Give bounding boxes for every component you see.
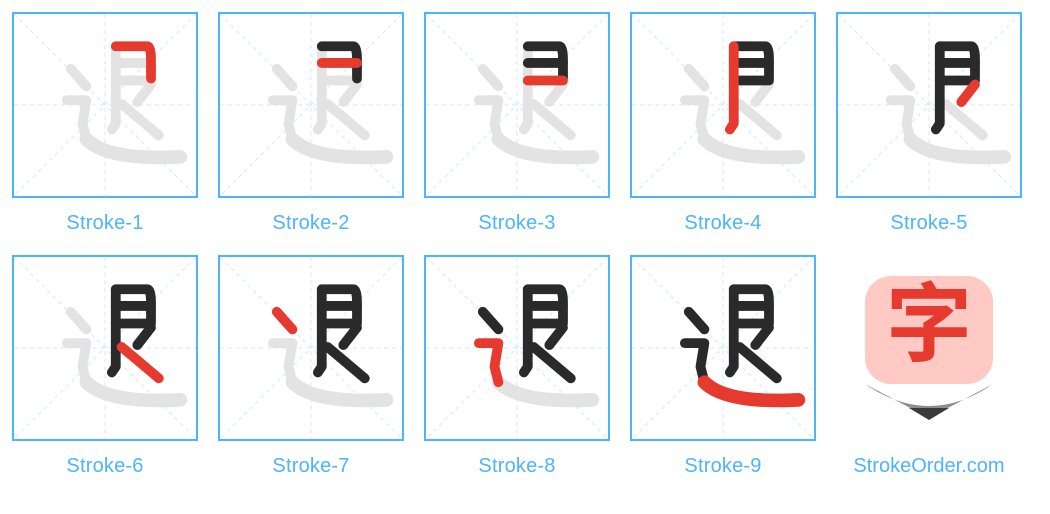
stroke-tile-6: [12, 255, 198, 441]
stroke-cell-7: Stroke-7: [218, 255, 404, 478]
stroke-tile-3: [424, 12, 610, 198]
stroke-cell-8: Stroke-8: [424, 255, 610, 478]
stroke-tile-5: [836, 12, 1022, 198]
stroke-tile-9: [630, 255, 816, 441]
stroke-caption-8: Stroke-8: [478, 455, 555, 478]
stroke-caption-4: Stroke-4: [684, 212, 761, 235]
stroke-cell-2: Stroke-2: [218, 12, 404, 235]
stroke-tile-2: [218, 12, 404, 198]
stroke-cell-5: Stroke-5: [836, 12, 1022, 235]
stroke-cell-1: Stroke-1: [12, 12, 198, 235]
site-logo: 字: [836, 255, 1022, 441]
stroke-caption-3: Stroke-3: [478, 212, 555, 235]
stroke-caption-6: Stroke-6: [66, 455, 143, 478]
site-caption: StrokeOrder.com: [853, 455, 1004, 478]
stroke-caption-1: Stroke-1: [66, 212, 143, 235]
stroke-tile-4: [630, 12, 816, 198]
stroke-cell-3: Stroke-3: [424, 12, 610, 235]
logo-cell: 字 StrokeOrder.com: [836, 255, 1022, 478]
stroke-cell-6: Stroke-6: [12, 255, 198, 478]
stroke-caption-5: Stroke-5: [890, 212, 967, 235]
stroke-caption-9: Stroke-9: [684, 455, 761, 478]
svg-text:字: 字: [886, 268, 972, 379]
stroke-cell-4: Stroke-4: [630, 12, 816, 235]
stroke-tile-7: [218, 255, 404, 441]
stroke-cell-9: Stroke-9: [630, 255, 816, 478]
stroke-tile-1: [12, 12, 198, 198]
stroke-caption-2: Stroke-2: [272, 212, 349, 235]
stroke-grid: Stroke-1 Stroke-2 Stroke-3 Stroke-4 Stro…: [12, 12, 1038, 478]
stroke-caption-7: Stroke-7: [272, 455, 349, 478]
stroke-tile-8: [424, 255, 610, 441]
